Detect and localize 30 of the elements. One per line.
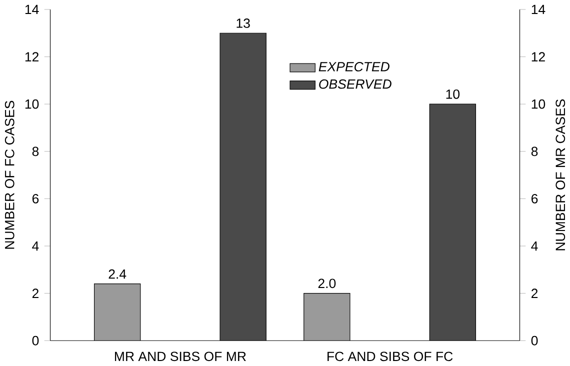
bar	[304, 293, 350, 341]
x-tick-label: FC AND SIBS OF FC	[328, 352, 453, 362]
y2-tick-label: 0	[531, 336, 538, 346]
y-tick-label: 14	[25, 4, 39, 14]
y-axis-title: NUMBER OF FC CASES	[4, 100, 14, 249]
y2-tick-label: 14	[532, 4, 546, 14]
data-label: 2.4	[108, 269, 126, 279]
y-tick-label: 0	[32, 336, 39, 346]
legend-label: EXPECTED	[318, 62, 390, 72]
y-tick-label: 10	[25, 99, 39, 109]
legend-label: OBSERVED	[319, 79, 392, 89]
y-tick-label: 6	[32, 194, 39, 204]
data-label: 13	[236, 18, 250, 28]
y-tick-label: 4	[32, 241, 39, 251]
bar	[220, 32, 266, 341]
y2-tick-label: 6	[532, 194, 538, 204]
y2-tick-label: 4	[531, 241, 538, 251]
data-label: 10	[446, 89, 460, 99]
bar	[429, 104, 476, 341]
y2-axis-title: NUMBER OF MR CASES	[556, 99, 566, 250]
y2-tick-label: 8	[531, 146, 538, 156]
y-tick-label: 8	[32, 146, 39, 156]
y2-tick-label: 12	[532, 52, 545, 62]
x-tick-label: MR AND SIBS OF MR	[115, 352, 246, 362]
bar	[94, 284, 141, 341]
y-tick-label: 12	[25, 52, 38, 62]
y-tick-label: 2	[32, 288, 38, 298]
y2-tick-label: 10	[532, 99, 546, 109]
y2-tick-label: 2	[532, 288, 538, 298]
data-label: 2.0	[318, 278, 336, 288]
